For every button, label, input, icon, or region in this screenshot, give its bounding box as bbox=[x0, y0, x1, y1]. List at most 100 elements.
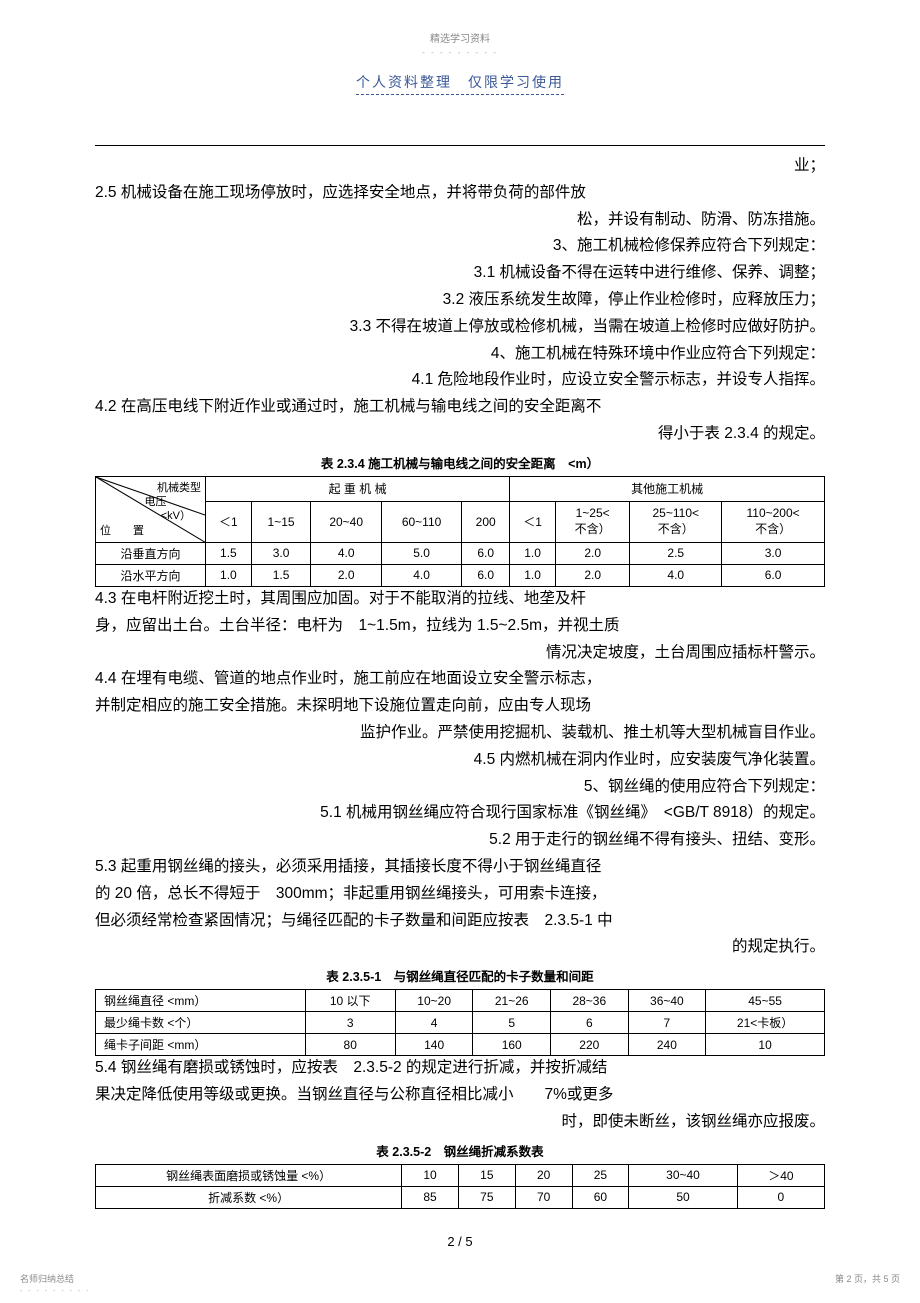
table-cell: 10 bbox=[706, 1034, 825, 1056]
table-cell: 6.0 bbox=[722, 564, 825, 586]
table-cell: 2.0 bbox=[555, 542, 629, 564]
table-cell: 21<卡板） bbox=[706, 1012, 825, 1034]
table-cell: 70 bbox=[515, 1186, 572, 1208]
table-cell: 6.0 bbox=[462, 564, 510, 586]
table-cell: ＜1 bbox=[510, 501, 556, 542]
table-cell: 80 bbox=[305, 1034, 395, 1056]
table-header: 其他施工机械 bbox=[510, 476, 825, 501]
text-line: 5.1 机械用钢丝绳应符合现行国家标准《钢丝绳》 <GB/T 8918）的规定。 bbox=[95, 801, 825, 826]
table-clip-count: 钢丝绳直径 <mm） 10 以下 10~20 21~26 28~36 36~40… bbox=[95, 989, 825, 1056]
table-cell: 2.0 bbox=[555, 564, 629, 586]
table-cell: 4.0 bbox=[311, 542, 382, 564]
table-cell: 4 bbox=[395, 1012, 473, 1034]
table-caption: 表 2.3.5-1 与钢丝绳直径匹配的卡子数量和间距 bbox=[95, 966, 825, 985]
table-cell: 240 bbox=[628, 1034, 706, 1056]
table-cell: 85 bbox=[402, 1186, 459, 1208]
table-safety-distance: 机械类型 电压 <kV） 位 置 起 重 机 械 其他施工机械 ＜1 1~15 … bbox=[95, 476, 825, 587]
table-cell: 沿垂直方向 bbox=[96, 542, 206, 564]
table-cell: 1.0 bbox=[510, 542, 556, 564]
table-cell: 10~20 bbox=[395, 990, 473, 1012]
table-cell: 1.0 bbox=[206, 564, 252, 586]
table-cell: 1.5 bbox=[251, 564, 311, 586]
table-cell: 15 bbox=[458, 1164, 515, 1186]
table-cell: 20~40 bbox=[311, 501, 382, 542]
table-cell: 最少绳卡数 <个） bbox=[96, 1012, 306, 1034]
table-cell: ＞40 bbox=[737, 1164, 824, 1186]
table-cell: 钢丝绳表面磨损或锈蚀量 <%） bbox=[96, 1164, 402, 1186]
text-line: 3.2 液压系统发生故障，停止作业检修时，应释放压力； bbox=[95, 288, 825, 313]
table-cell: ＜1 bbox=[206, 501, 252, 542]
text-line: 情况决定坡度，土台周围应插标杆警示。 bbox=[95, 641, 825, 666]
table-cell: 28~36 bbox=[551, 990, 629, 1012]
text-line: 2.5 机械设备在施工现场停放时，应选择安全地点，并将带负荷的部件放 bbox=[95, 181, 825, 206]
table-cell: 2.0 bbox=[311, 564, 382, 586]
text-line: 4.4 在埋有电缆、管道的地点作业时，施工前应在地面设立安全警示标志， bbox=[95, 667, 825, 692]
footer-left: 名师归纳总结 bbox=[20, 1272, 74, 1285]
text-line: 4、施工机械在特殊环境中作业应符合下列规定： bbox=[95, 342, 825, 367]
table-cell: 60~110 bbox=[381, 501, 461, 542]
text-line: 3.1 机械设备不得在运转中进行维修、保养、调整； bbox=[95, 261, 825, 286]
text-line: 5.3 起重用钢丝绳的接头，必须采用插接，其插接长度不得小于钢丝绳直径 bbox=[95, 855, 825, 880]
table-cell: 20 bbox=[515, 1164, 572, 1186]
text-line: 4.1 危险地段作业时，应设立安全警示标志，并设专人指挥。 bbox=[95, 368, 825, 393]
table-caption: 表 2.3.5-2 钢丝绳折减系数表 bbox=[95, 1141, 825, 1160]
table-cell: 25 bbox=[572, 1164, 629, 1186]
text-line: 并制定相应的施工安全措施。未探明地下设施位置走向前，应由专人现场 bbox=[95, 694, 825, 719]
table-header: 起 重 机 械 bbox=[206, 476, 510, 501]
table-cell: 沿水平方向 bbox=[96, 564, 206, 586]
table-cell: 50 bbox=[629, 1186, 737, 1208]
text-line: 的规定执行。 bbox=[95, 935, 825, 960]
table-cell: 1.0 bbox=[510, 564, 556, 586]
text-line: 果决定降低使用等级或更换。当钢丝直径与公称直径相比减小 7%或更多 bbox=[95, 1083, 825, 1108]
table-cell: 140 bbox=[395, 1034, 473, 1056]
table-cell: 45~55 bbox=[706, 990, 825, 1012]
text-line: 3、施工机械检修保养应符合下列规定： bbox=[95, 234, 825, 259]
table-cell: 5 bbox=[473, 1012, 551, 1034]
footer-right: 第 2 页，共 5 页 bbox=[835, 1272, 900, 1285]
table-cell: 钢丝绳直径 <mm） bbox=[96, 990, 306, 1012]
text-line: 4.3 在电杆附近挖土时，其周围应加固。对于不能取消的拉线、地垄及杆 bbox=[95, 587, 825, 612]
text-line: 时，即使未断丝，该钢丝绳亦应报废。 bbox=[95, 1110, 825, 1135]
table-cell: 3.0 bbox=[722, 542, 825, 564]
table-cell: 5.0 bbox=[381, 542, 461, 564]
text-line: 监护作业。严禁使用挖掘机、装载机、推土机等大型机械盲目作业。 bbox=[95, 721, 825, 746]
table-cell: 1~15 bbox=[251, 501, 311, 542]
table-cell: 60 bbox=[572, 1186, 629, 1208]
table-cell: 3.0 bbox=[251, 542, 311, 564]
table-cell: 2.5 bbox=[630, 542, 722, 564]
top-label: 精选学习资料 bbox=[95, 30, 825, 45]
table-cell: 6.0 bbox=[462, 542, 510, 564]
table-cell: 220 bbox=[551, 1034, 629, 1056]
table-cell: 绳卡子间距 <mm） bbox=[96, 1034, 306, 1056]
table-cell: 110~200< 不含） bbox=[722, 501, 825, 542]
text-line: 得小于表 2.3.4 的规定。 bbox=[95, 422, 825, 447]
text-line: 3.3 不得在坡道上停放或检修机械，当需在坡道上检修时应做好防护。 bbox=[95, 315, 825, 340]
table-cell: 4.0 bbox=[381, 564, 461, 586]
table-cell: 25~110< 不含） bbox=[630, 501, 722, 542]
table-cell: 1~25< 不含） bbox=[555, 501, 629, 542]
table-cell: 3 bbox=[305, 1012, 395, 1034]
table-cell: 160 bbox=[473, 1034, 551, 1056]
table-cell: 36~40 bbox=[628, 990, 706, 1012]
table-cell: 6 bbox=[551, 1012, 629, 1034]
table-cell: 0 bbox=[737, 1186, 824, 1208]
table-cell: 1.5 bbox=[206, 542, 252, 564]
table-cell: 4.0 bbox=[630, 564, 722, 586]
table-cell: 10 bbox=[402, 1164, 459, 1186]
page-number: 2 / 5 bbox=[95, 1234, 825, 1249]
text-line: 5.4 钢丝绳有磨损或锈蚀时，应按表 2.3.5-2 的规定进行折减，并按折减结 bbox=[95, 1056, 825, 1081]
table-caption: 表 2.3.4 施工机械与输电线之间的安全距离 <m） bbox=[95, 453, 825, 472]
top-dots: - - - - - - - - - bbox=[95, 48, 825, 57]
text-line: 但必须经常检查紧固情况；与绳径匹配的卡子数量和间距应按表 2.3.5-1 中 bbox=[95, 909, 825, 934]
text-line: 业； bbox=[95, 154, 825, 179]
text-line: 的 20 倍，总长不得短于 300mm；非起重用钢丝绳接头，可用索卡连接， bbox=[95, 882, 825, 907]
text-line: 身，应留出土台。土台半径：电杆为 1~1.5m，拉线为 1.5~2.5m，并视土… bbox=[95, 614, 825, 639]
text-line: 4.2 在高压电线下附近作业或通过时，施工机械与输电线之间的安全距离不 bbox=[95, 395, 825, 420]
table-cell: 7 bbox=[628, 1012, 706, 1034]
table-reduction: 钢丝绳表面磨损或锈蚀量 <%） 10 15 20 25 30~40 ＞40 折减… bbox=[95, 1164, 825, 1209]
table-cell: 10 以下 bbox=[305, 990, 395, 1012]
text-line: 4.5 内燃机械在洞内作业时，应安装废气净化装置。 bbox=[95, 748, 825, 773]
table-cell: 75 bbox=[458, 1186, 515, 1208]
table-cell: 21~26 bbox=[473, 990, 551, 1012]
divider bbox=[95, 145, 825, 146]
